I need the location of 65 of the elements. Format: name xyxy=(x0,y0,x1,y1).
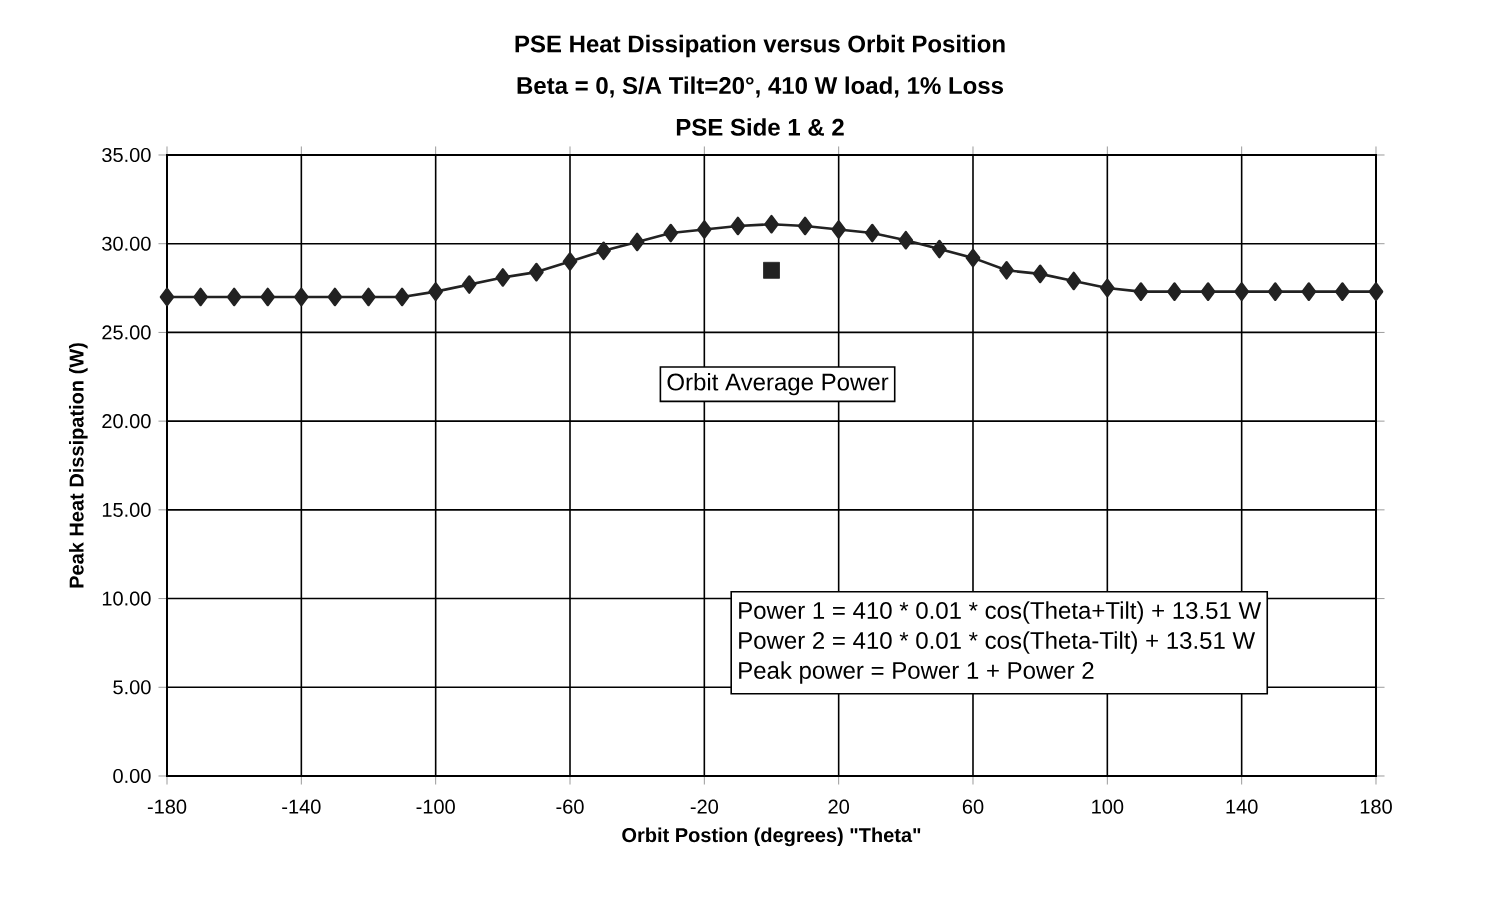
y-tick-label: 5.00 xyxy=(113,680,151,695)
point xyxy=(461,275,477,294)
point xyxy=(764,214,779,234)
point xyxy=(394,287,410,307)
x-tick-label: 140 xyxy=(1226,799,1258,814)
point xyxy=(327,287,343,307)
point xyxy=(294,287,309,307)
point xyxy=(260,287,276,307)
point xyxy=(159,287,175,307)
x-tick-label: 60 xyxy=(962,799,984,814)
y-tick-label: 0.00 xyxy=(113,768,151,784)
annotation: Peak power = Power 1 + Power 2 xyxy=(739,661,1094,684)
y-tick-label: 35.00 xyxy=(102,147,151,163)
point xyxy=(596,241,611,261)
x-tick-label: 100 xyxy=(1092,799,1124,814)
point xyxy=(1032,264,1048,284)
annotation: Power 2 = 410 * 0.01 * cos(Theta-Tilt) + 13.51 W xyxy=(739,631,1256,654)
chart-title: PSE Heat Dissipation versus Orbit Position xyxy=(515,34,1005,58)
point xyxy=(1368,282,1384,301)
point xyxy=(864,223,880,243)
x-tick-label: 20 xyxy=(828,799,850,814)
point xyxy=(697,220,712,239)
point xyxy=(763,261,780,279)
text: PSE Side 1 & 2 xyxy=(676,118,844,136)
x-tick-label: -20 xyxy=(690,799,719,814)
point xyxy=(193,287,208,307)
x-tick-label: -60 xyxy=(556,799,584,814)
point xyxy=(226,287,242,307)
point xyxy=(1200,282,1216,301)
annotation: Power 1 = 410 * 0.01 * cos(Theta+Tilt) + 13.51 W xyxy=(739,601,1262,624)
y-tick-label: 30.00 xyxy=(102,236,151,251)
point xyxy=(1267,282,1283,301)
point xyxy=(1234,282,1249,301)
y-tick-label: 25.00 xyxy=(102,325,151,340)
point xyxy=(965,248,981,268)
point xyxy=(932,239,947,259)
point xyxy=(562,252,578,271)
y-axis-title: Peak Heat Dissipation (W) xyxy=(68,343,88,588)
point xyxy=(1167,282,1182,301)
point xyxy=(1100,278,1115,298)
point xyxy=(428,282,443,301)
point xyxy=(529,262,544,282)
point xyxy=(999,261,1014,280)
point xyxy=(730,216,746,236)
annotation: Orbit Average Power xyxy=(667,372,889,396)
point xyxy=(629,232,645,252)
point xyxy=(495,268,511,287)
x-tick-label: -100 xyxy=(416,799,455,814)
point xyxy=(797,216,813,236)
point xyxy=(831,220,846,239)
x-tick-label: -180 xyxy=(147,799,187,814)
point xyxy=(663,223,679,243)
point xyxy=(1335,282,1350,301)
chart-subtitle: Beta = 0, S/A Tilt=20°, 410 W load, 1% Loss xyxy=(517,76,1004,98)
point xyxy=(361,287,376,307)
x-tick-label: -140 xyxy=(282,799,321,814)
point xyxy=(1301,282,1317,301)
point xyxy=(1066,271,1082,291)
y-tick-label: 20.00 xyxy=(102,414,151,429)
point xyxy=(898,230,914,250)
x-tick-label: 180 xyxy=(1360,799,1392,814)
x-axis-title: Orbit Postion (degrees) "Theta" xyxy=(622,827,921,847)
y-tick-label: 15.00 xyxy=(102,502,151,517)
point xyxy=(1133,282,1149,301)
y-tick-label: 10.00 xyxy=(102,591,151,606)
